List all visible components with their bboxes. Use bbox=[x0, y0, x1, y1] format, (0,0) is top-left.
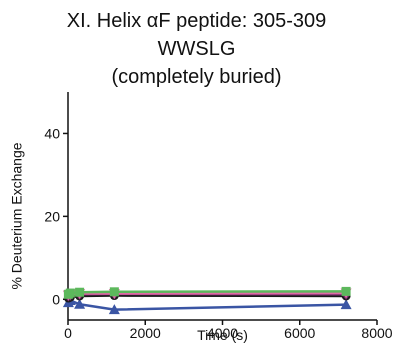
chart-title-line-1: XI. Helix αF peptide: 305-309 bbox=[66, 10, 327, 32]
y-ticks: 0 20 40 bbox=[44, 125, 68, 307]
chart-title-line-3: (completely buried) bbox=[111, 66, 282, 88]
series-0-point bbox=[108, 304, 120, 315]
series-4-point bbox=[109, 287, 119, 297]
series-0-point bbox=[340, 299, 352, 310]
chart-title-line-2: WWSLG bbox=[157, 38, 236, 60]
x-tick-label: 2000 bbox=[130, 325, 161, 341]
series-group bbox=[62, 286, 352, 315]
x-tick-label: 0 bbox=[64, 325, 72, 341]
x-axis-label: Time (s) bbox=[197, 327, 248, 343]
series-0-line bbox=[67, 299, 347, 311]
axes bbox=[67, 92, 377, 321]
y-tick-label: 20 bbox=[44, 208, 60, 224]
y-tick-label: 0 bbox=[52, 291, 60, 307]
series-0-point bbox=[74, 298, 86, 309]
x-tick-label: 4000 bbox=[207, 325, 238, 341]
x-tick-label: 6000 bbox=[284, 325, 315, 341]
y-axis-label: % Deuterium Exchange bbox=[9, 142, 25, 289]
series-4-point bbox=[75, 287, 85, 297]
series-4-point bbox=[341, 286, 351, 296]
y-tick-label: 40 bbox=[44, 125, 60, 141]
x-ticks: 0 2000 4000 6000 8000 bbox=[64, 320, 393, 341]
series-4-point bbox=[65, 288, 75, 298]
x-tick-label: 8000 bbox=[361, 325, 392, 341]
